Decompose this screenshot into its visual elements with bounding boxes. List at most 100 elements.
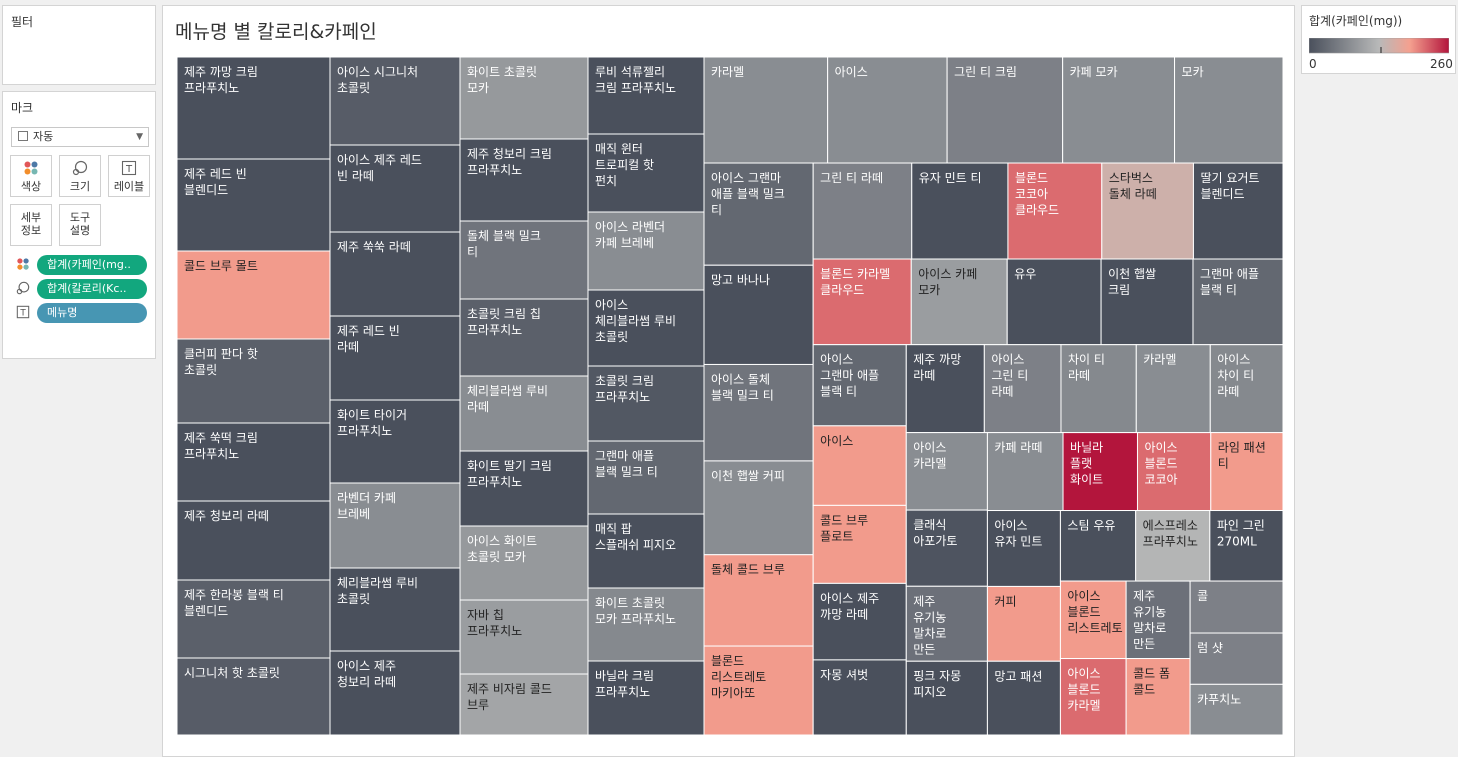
treemap-cell[interactable]: 아이스 제주 청보리 라떼 <box>329 650 461 735</box>
treemap-cell[interactable]: 아이스 화이트 초콜릿 모카 <box>459 525 589 601</box>
treemap-cell[interactable]: 유우 <box>1006 258 1102 346</box>
treemap-cell-rect <box>986 510 1061 587</box>
treemap-cell[interactable]: 그린 티 크림 <box>946 57 1064 164</box>
treemap-cell[interactable]: 자몽 셔벗 <box>812 659 907 735</box>
treemap-cell[interactable]: 아이스 카라멜 <box>905 432 988 511</box>
treemap-cell[interactable]: 아이스 그린 티 라떼 <box>983 344 1062 434</box>
treemap-cell[interactable]: 제주 까망 크림 프라푸치노 <box>177 57 331 160</box>
treemap-cell[interactable]: 라임 패션 티 <box>1210 432 1283 512</box>
mark-type-dropdown[interactable]: 자동 ▼ <box>11 127 149 147</box>
treemap-cell[interactable]: 이천 햅쌀 크림 <box>1100 258 1194 346</box>
treemap-cell[interactable]: 제주 한라봉 블랙 티 블렌디드 <box>177 579 331 659</box>
treemap-cell[interactable]: 아이스 블론드 카라멜 <box>1059 658 1127 735</box>
treemap-cell[interactable]: 제주 레드 빈 라떼 <box>329 315 461 401</box>
treemap-cell[interactable]: 망고 바나나 <box>703 264 814 365</box>
treemap-cell[interactable]: 카푸치노 <box>1189 683 1283 735</box>
treemap-cell[interactable]: 화이트 딸기 크림 프라푸치노 <box>459 450 589 527</box>
color-legend[interactable]: 합계(카페인(mg)) 0 260 <box>1301 5 1456 74</box>
treemap-cell[interactable]: 그랜마 애플 블랙 티 <box>1192 258 1283 346</box>
treemap-cell[interactable]: 카페 모카 <box>1062 57 1176 164</box>
treemap-cell[interactable]: 딸기 요거트 블렌디드 <box>1192 162 1283 260</box>
size-button[interactable]: 크기 <box>59 155 101 197</box>
treemap-cell[interactable]: 블론드 카라멜 클라우드 <box>812 258 912 346</box>
treemap-cell[interactable]: 아이스 제주 레드 빈 라떼 <box>329 144 461 233</box>
treemap-cell[interactable]: 아이스 시그니처 초콜릿 <box>329 57 461 146</box>
treemap-cell[interactable]: 아이스 라벤더 카페 브레베 <box>587 211 705 291</box>
treemap-cell[interactable]: 에스프레소 프라푸치노 <box>1135 510 1211 582</box>
treemap-cell[interactable]: 루비 석류젤리 크림 프라푸치노 <box>587 57 705 135</box>
treemap-cell[interactable]: 화이트 초콜릿 모카 <box>459 57 589 140</box>
treemap-cell[interactable]: 아이스 <box>812 425 907 506</box>
treemap-cell[interactable]: 아이스 차이 티 라떼 <box>1209 344 1283 434</box>
treemap-cell[interactable]: 그린 티 라떼 <box>812 162 913 260</box>
calorie-sum-pill[interactable]: 합계(칼로리(Kc.. <box>37 279 147 299</box>
filters-panel[interactable]: 필터 <box>2 5 156 85</box>
treemap-cell[interactable]: 제주 까망 라떼 <box>905 344 985 434</box>
treemap-cell[interactable]: 아이스 그랜마 애플 블랙 티 <box>812 344 907 427</box>
treemap-cell[interactable]: 아이스 그랜마 애플 블랙 밀크 티 <box>703 162 814 266</box>
treemap-cell[interactable]: 그랜마 애플 블랙 밀크 티 <box>587 440 705 515</box>
treemap-cell[interactable]: 화이트 초콜릿 모카 프라푸치노 <box>587 587 705 662</box>
treemap-cell[interactable]: 아이스 제주 까망 라떼 <box>812 582 907 661</box>
treemap-cell[interactable]: 유자 민트 티 <box>911 162 1009 260</box>
treemap-cell[interactable]: 제주 청보리 크림 프라푸치노 <box>459 138 589 222</box>
treemap-cell[interactable]: 바닐라 크림 프라푸치노 <box>587 660 705 735</box>
treemap-cell[interactable]: 콜드 폼 콜드 <box>1125 658 1191 735</box>
treemap-cell[interactable]: 아이스 체리블라썸 루비 초콜릿 <box>587 289 705 367</box>
treemap-cell[interactable]: 콜드 브루 몰트 <box>177 250 331 340</box>
color-button[interactable]: 색상 <box>10 155 52 197</box>
treemap-cell[interactable]: 자바 칩 프라푸치노 <box>459 599 589 675</box>
treemap-cell[interactable]: 체리블라썸 루비 라떼 <box>459 375 589 452</box>
treemap-cell[interactable]: 시그니처 핫 초콜릿 <box>177 657 331 735</box>
treemap-cell[interactable]: 아이스 블론드 리스트레토 <box>1059 580 1127 660</box>
tooltip-button[interactable]: 도구 설명 <box>59 204 101 246</box>
treemap-cell[interactable]: 스팀 우유 <box>1059 510 1137 582</box>
caffeine-sum-pill[interactable]: 합계(카페인(mg.. <box>37 255 147 275</box>
treemap-cell[interactable]: 제주 레드 빈 블렌디드 <box>177 158 331 252</box>
treemap-cell-rect <box>812 258 912 346</box>
treemap-cell[interactable]: 제주 쑥쑥 라떼 <box>329 231 461 317</box>
treemap-cell[interactable]: 카라멜 <box>703 57 829 164</box>
menu-name-pill[interactable]: 메뉴명 <box>37 303 147 323</box>
treemap-cell[interactable]: 제주 유기농 말차로 만든 <box>905 585 988 662</box>
treemap-cell[interactable]: 이천 햅쌀 커피 <box>703 460 814 556</box>
treemap-cell[interactable]: 바닐라 플랫 화이트 <box>1062 432 1138 512</box>
treemap-cell[interactable]: 핑크 자몽 피지오 <box>905 660 988 735</box>
detail-button[interactable]: 세부 정보 <box>10 204 52 246</box>
treemap-cell[interactable]: 제주 쑥떡 크림 프라푸치노 <box>177 422 331 502</box>
treemap-cell[interactable]: 파인 그린 270ML <box>1209 510 1283 582</box>
treemap-cell[interactable]: 아이스 카페 모카 <box>910 258 1008 346</box>
treemap-cell[interactable]: 클러피 판다 핫 초콜릿 <box>177 338 331 424</box>
treemap-cell[interactable]: 제주 청보리 라떼 <box>177 500 331 581</box>
treemap-cell[interactable]: 화이트 타이거 프라푸치노 <box>329 399 461 484</box>
treemap-cell[interactable]: 돌체 콜드 브루 <box>703 554 814 647</box>
treemap-cell[interactable]: 매직 윈터 트로피컬 핫 펀치 <box>587 133 705 213</box>
treemap-cell[interactable]: 아이스 블론드 코코아 <box>1136 432 1212 512</box>
treemap-cell[interactable]: 아이스 돌체 블랙 밀크 티 <box>703 363 814 462</box>
treemap-cell[interactable]: 스타벅스 돌체 라떼 <box>1101 162 1194 260</box>
treemap-cell[interactable]: 아이스 유자 민트 <box>986 510 1061 587</box>
treemap-cell[interactable]: 차이 티 라떼 <box>1060 344 1137 434</box>
treemap-cell[interactable]: 클래식 아포가토 <box>905 509 988 587</box>
treemap-cell[interactable]: 망고 패션 <box>986 660 1061 735</box>
treemap-cell[interactable]: 콜 <box>1189 580 1283 634</box>
treemap-cell[interactable]: 모카 <box>1174 57 1283 164</box>
treemap-cell[interactable]: 럼 샷 <box>1189 632 1283 685</box>
treemap-cell[interactable]: 돌체 블랙 밀크 티 <box>459 220 589 300</box>
treemap-cell[interactable]: 카라멜 <box>1135 344 1211 434</box>
treemap-cell[interactable]: 초콜릿 크림 프라푸치노 <box>587 365 705 442</box>
treemap-cell[interactable]: 제주 비자림 콜드 브루 <box>459 673 589 735</box>
treemap-cell[interactable]: 아이스 <box>827 57 948 164</box>
treemap-cell[interactable]: 체리블라썸 루비 초콜릿 <box>329 567 461 652</box>
treemap-cell[interactable]: 카페 라떼 <box>986 432 1064 512</box>
label-button[interactable]: T 레이블 <box>108 155 150 197</box>
treemap-cell[interactable]: 제주 유기농 말차로 만든 <box>1125 580 1191 660</box>
treemap-cell[interactable]: 커피 <box>986 585 1061 662</box>
treemap-cell[interactable]: 초콜릿 크림 칩 프라푸치노 <box>459 298 589 377</box>
treemap-cell[interactable]: 매직 팝 스플래쉬 피지오 <box>587 513 705 589</box>
treemap-cell[interactable]: 콜드 브루 플로트 <box>812 504 907 584</box>
treemap-cell[interactable]: 라벤더 카페 브레베 <box>329 482 461 569</box>
treemap-cell[interactable]: 블론드 리스트레토 마키아또 <box>703 645 814 735</box>
treemap-cell[interactable]: 블론드 코코아 클라우드 <box>1007 162 1103 260</box>
